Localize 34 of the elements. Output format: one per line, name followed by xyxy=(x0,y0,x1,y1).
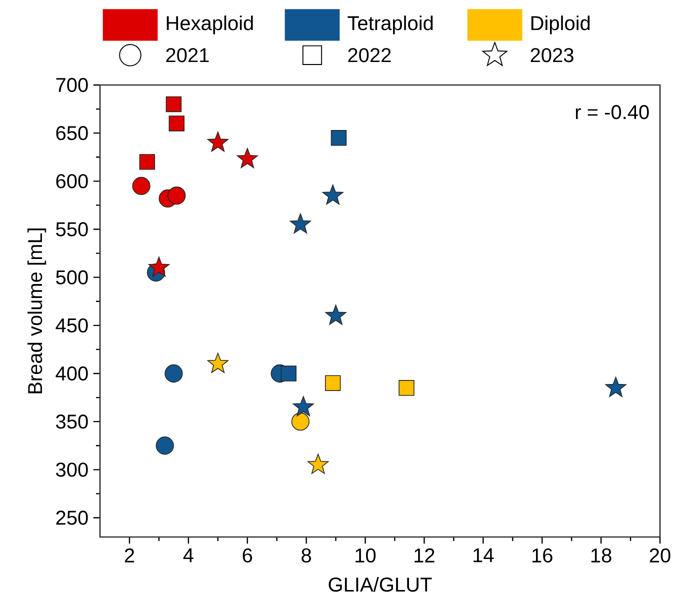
x-axis-title: GLIA/GLUT xyxy=(328,577,432,592)
legend-label: Tetraploid xyxy=(348,16,433,34)
point xyxy=(291,412,310,431)
legend-label: 2021 xyxy=(166,48,209,62)
y-tick-label: 650 xyxy=(56,126,88,140)
legend-label: Hexaploid xyxy=(166,16,253,34)
x-tick-label: 18 xyxy=(591,548,612,563)
x-tick-label: 2 xyxy=(124,548,134,562)
y-axis-title: Bread volume [mL] xyxy=(27,228,46,394)
y-tick-label: 700 xyxy=(56,78,88,92)
x-tick-label: 4 xyxy=(183,548,194,562)
legend-label: 2023 xyxy=(530,48,574,62)
point xyxy=(168,186,186,205)
y-tick-label: 500 xyxy=(56,270,88,284)
point xyxy=(132,176,150,196)
point xyxy=(156,436,174,455)
y-tick-label: 250 xyxy=(56,510,88,525)
point xyxy=(164,364,183,383)
y-tick-label: 450 xyxy=(56,318,88,332)
y-tick-label: 550 xyxy=(56,222,88,236)
legend-label: 2022 xyxy=(348,48,391,62)
x-tick-label: 12 xyxy=(414,548,434,562)
x-tick-label: 8 xyxy=(302,548,311,563)
x-tick-label: 16 xyxy=(532,548,552,563)
x-tick-label: 10 xyxy=(356,548,376,563)
x-tick-label: 20 xyxy=(650,548,670,563)
y-tick-label: 400 xyxy=(56,366,88,381)
y-tick-label: 300 xyxy=(56,462,88,477)
legend-label: Diploid xyxy=(531,16,590,34)
x-tick-label: 14 xyxy=(474,548,494,562)
annotation: r = -0.40 xyxy=(576,105,649,120)
y-tick-label: 350 xyxy=(56,414,88,429)
y-tick-label: 600 xyxy=(56,174,88,188)
x-tick-label: 6 xyxy=(242,548,252,563)
